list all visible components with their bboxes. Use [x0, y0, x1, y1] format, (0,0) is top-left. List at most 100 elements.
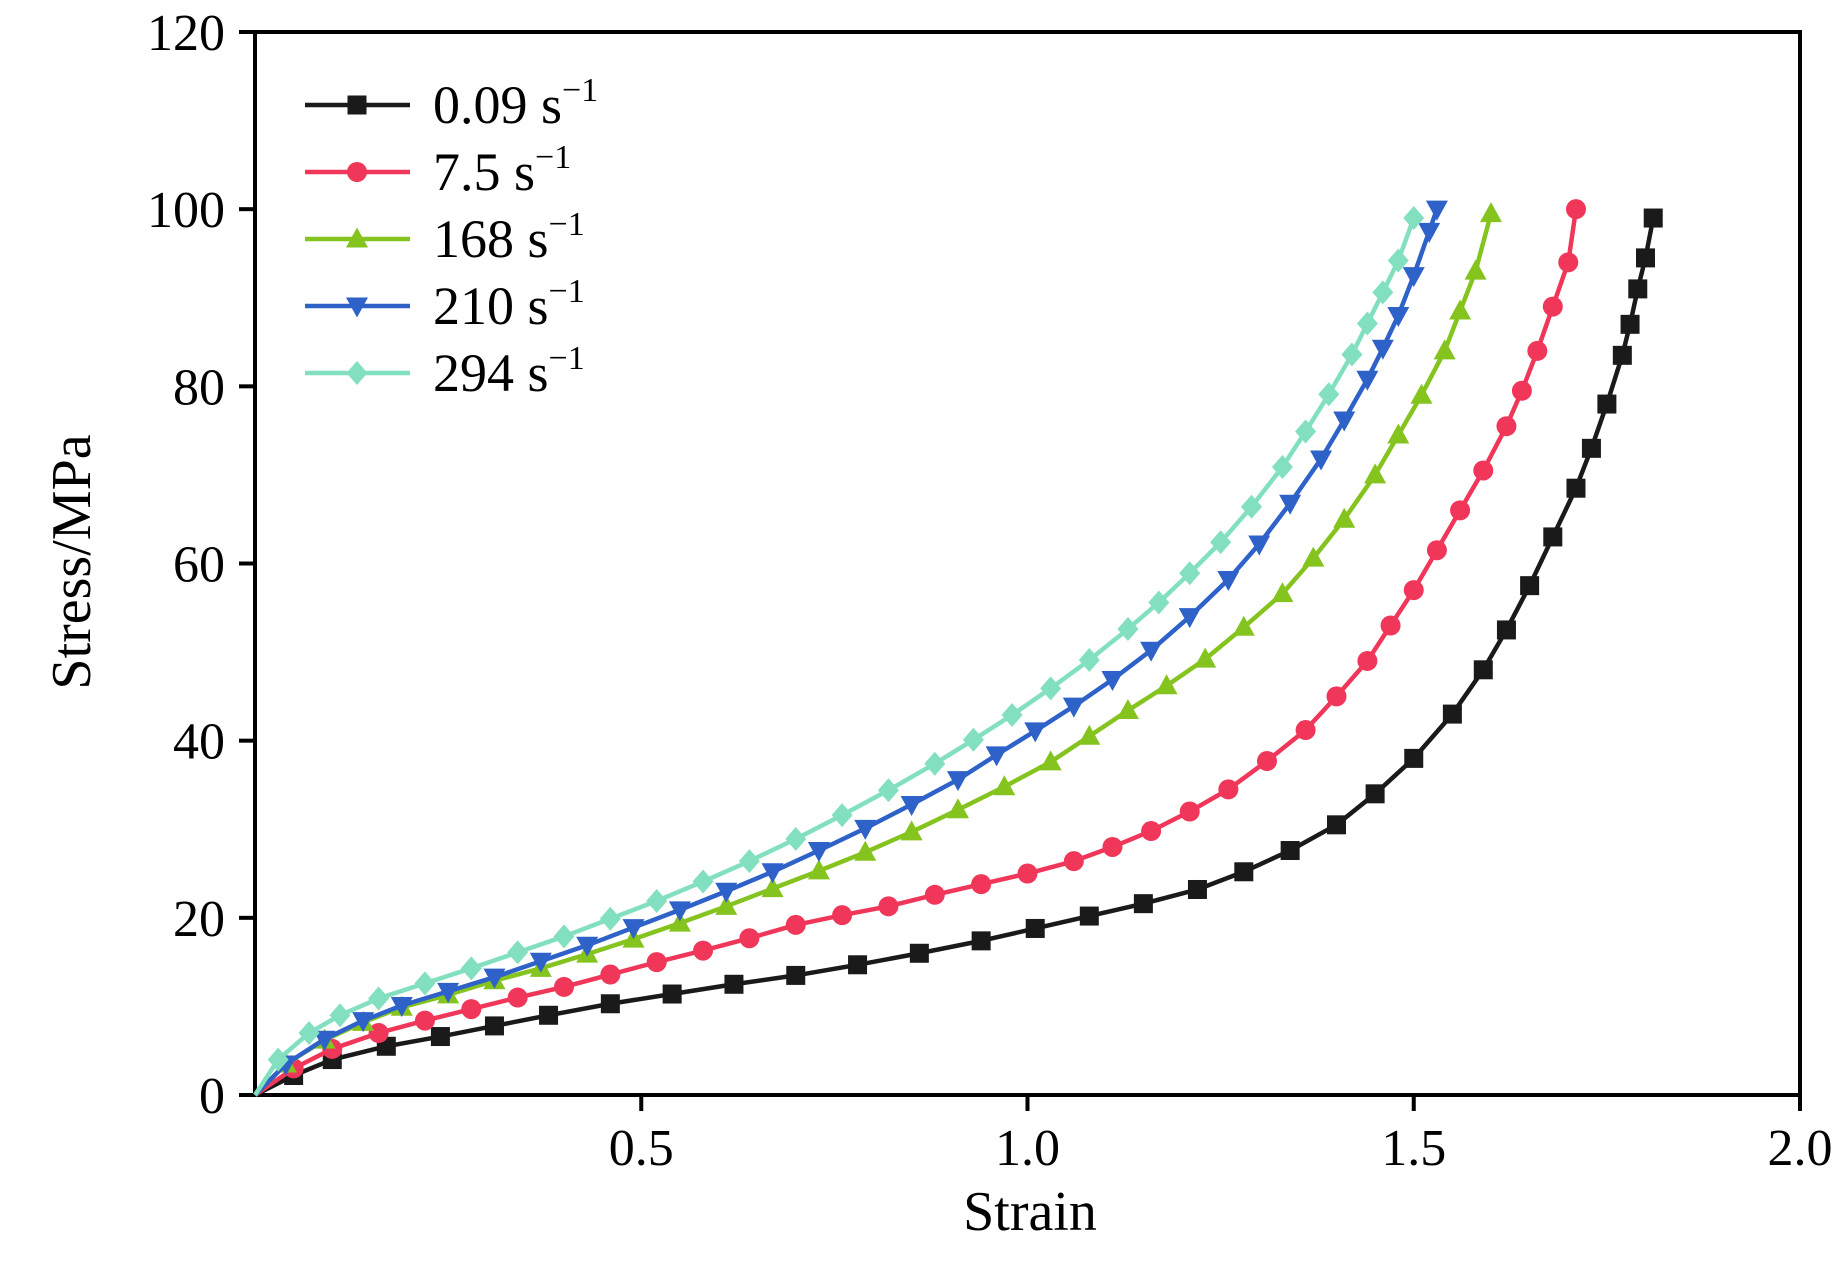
square-marker	[1473, 660, 1493, 680]
circle-marker	[1558, 252, 1579, 273]
triangle-down-marker	[985, 746, 1008, 767]
triangle-down-marker	[1101, 671, 1124, 692]
triangle-up-marker	[1302, 546, 1325, 567]
triangle-down-marker	[900, 795, 923, 816]
triangle-down-marker	[1178, 608, 1201, 629]
diamond-marker	[553, 924, 575, 949]
square-marker	[1496, 620, 1516, 640]
circle-marker	[1450, 500, 1471, 521]
diamond-marker	[1271, 454, 1293, 479]
y-tick-label: 100	[147, 182, 225, 239]
circle-marker	[693, 940, 714, 961]
diamond-marker	[1403, 206, 1425, 231]
x-tick-label: 1.0	[995, 1120, 1060, 1177]
circle-marker	[1295, 720, 1316, 741]
triangle-up-marker	[1116, 699, 1139, 720]
triangle-up-marker	[715, 894, 738, 915]
triangle-down-marker	[352, 1012, 375, 1033]
y-tick-label: 120	[147, 5, 225, 62]
triangle-down-marker	[807, 842, 830, 863]
triangle-down-marker	[1248, 535, 1271, 556]
triangle-up-marker	[1232, 615, 1255, 636]
triangle-up-marker	[900, 820, 923, 841]
triangle-down-marker	[1333, 411, 1356, 432]
circle-marker	[600, 964, 621, 985]
triangle-up-marker	[668, 911, 691, 932]
diamond-marker	[329, 1003, 351, 1028]
diamond-marker	[1356, 311, 1378, 336]
circle-marker	[414, 1010, 435, 1031]
diamond-marker	[1078, 648, 1100, 673]
x-tick-label: 0.5	[609, 1120, 674, 1177]
triangle-up-marker	[1449, 299, 1472, 320]
series-168s-1	[253, 202, 1502, 1097]
triangle-down-marker	[1062, 697, 1085, 718]
diamond-marker	[1117, 617, 1139, 642]
diamond-marker	[1148, 590, 1170, 615]
triangle-down-marker	[761, 863, 784, 884]
circle-marker	[1256, 751, 1277, 772]
circle-marker	[924, 884, 945, 905]
axis-ticks: 0.5 1.0 1.5 2.0 0 20 40 60 80 100 120	[147, 5, 1833, 1177]
triangle-down-marker	[1310, 450, 1333, 471]
diamond-marker	[646, 889, 668, 914]
square-marker	[1442, 704, 1462, 724]
triangle-down-marker	[483, 968, 506, 989]
series-0.09s-1	[253, 208, 1663, 1098]
x-axis-label: Strain	[963, 1181, 1097, 1243]
circle-marker	[1565, 199, 1586, 220]
square-marker	[1280, 841, 1300, 861]
square-marker	[971, 931, 991, 951]
square-marker	[1597, 394, 1617, 414]
square-marker	[662, 984, 682, 1004]
circle-marker	[1542, 296, 1563, 317]
triangle-down-marker	[390, 997, 413, 1018]
square-marker	[1025, 918, 1045, 938]
triangle-down-marker	[1425, 200, 1448, 221]
circle-marker	[368, 1022, 389, 1043]
legend-label: 168 s−1	[433, 206, 585, 269]
square-marker	[347, 95, 367, 115]
square-marker	[600, 994, 620, 1014]
triangle-up-marker	[1039, 750, 1062, 771]
triangle-down-marker	[1024, 722, 1047, 743]
diamond-marker	[785, 826, 807, 851]
circle-marker	[1218, 779, 1239, 800]
triangle-up-marker	[1333, 507, 1356, 528]
y-tick-label: 0	[199, 1068, 225, 1125]
diamond-marker	[1318, 382, 1340, 407]
circle-marker	[971, 874, 992, 895]
circle-marker	[1102, 836, 1123, 857]
y-tick-label: 60	[173, 537, 225, 594]
square-marker	[1079, 906, 1099, 926]
triangle-up-marker	[1410, 383, 1433, 404]
square-marker	[1612, 345, 1632, 365]
triangle-up-marker	[854, 840, 877, 861]
circle-marker	[1426, 540, 1447, 561]
series-line	[253, 217, 1416, 1097]
diamond-marker	[599, 906, 621, 931]
circle-marker	[785, 914, 806, 935]
triangle-down-marker	[1140, 641, 1163, 662]
diamond-marker	[962, 727, 984, 752]
square-marker	[1234, 862, 1254, 882]
diamond-marker	[1210, 530, 1232, 555]
triangle-up-marker	[1364, 463, 1387, 484]
square-marker	[909, 943, 929, 963]
circle-marker	[1017, 863, 1038, 884]
circle-marker	[739, 928, 760, 949]
diamond-marker	[1387, 248, 1409, 273]
square-marker	[1133, 894, 1153, 914]
diamond-marker	[1001, 702, 1023, 727]
diamond-marker	[692, 869, 714, 894]
diamond-marker	[877, 778, 899, 803]
legend-item: 0.09 s−1	[305, 72, 598, 135]
diamond-marker	[298, 1020, 320, 1045]
square-marker	[1620, 314, 1640, 334]
diamond-marker	[1040, 676, 1062, 701]
circle-marker	[554, 976, 574, 997]
legend-label: 210 s−1	[433, 273, 585, 336]
circle-marker	[1141, 821, 1162, 842]
